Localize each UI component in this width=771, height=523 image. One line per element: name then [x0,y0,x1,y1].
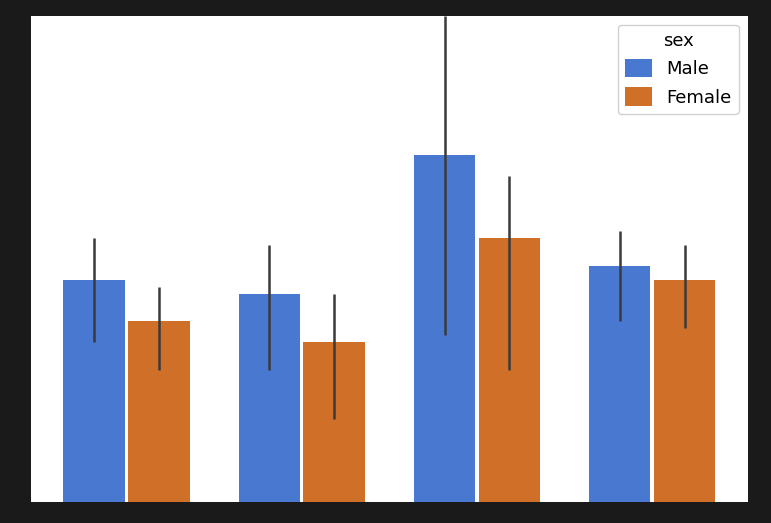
Bar [304,342,365,502]
Bar [239,293,300,502]
Bar [128,322,190,502]
Legend: Male, Female: Male, Female [618,25,739,114]
Bar [589,266,651,502]
Bar [654,280,715,502]
Bar [479,238,540,502]
Bar [414,155,475,502]
Bar [63,280,125,502]
